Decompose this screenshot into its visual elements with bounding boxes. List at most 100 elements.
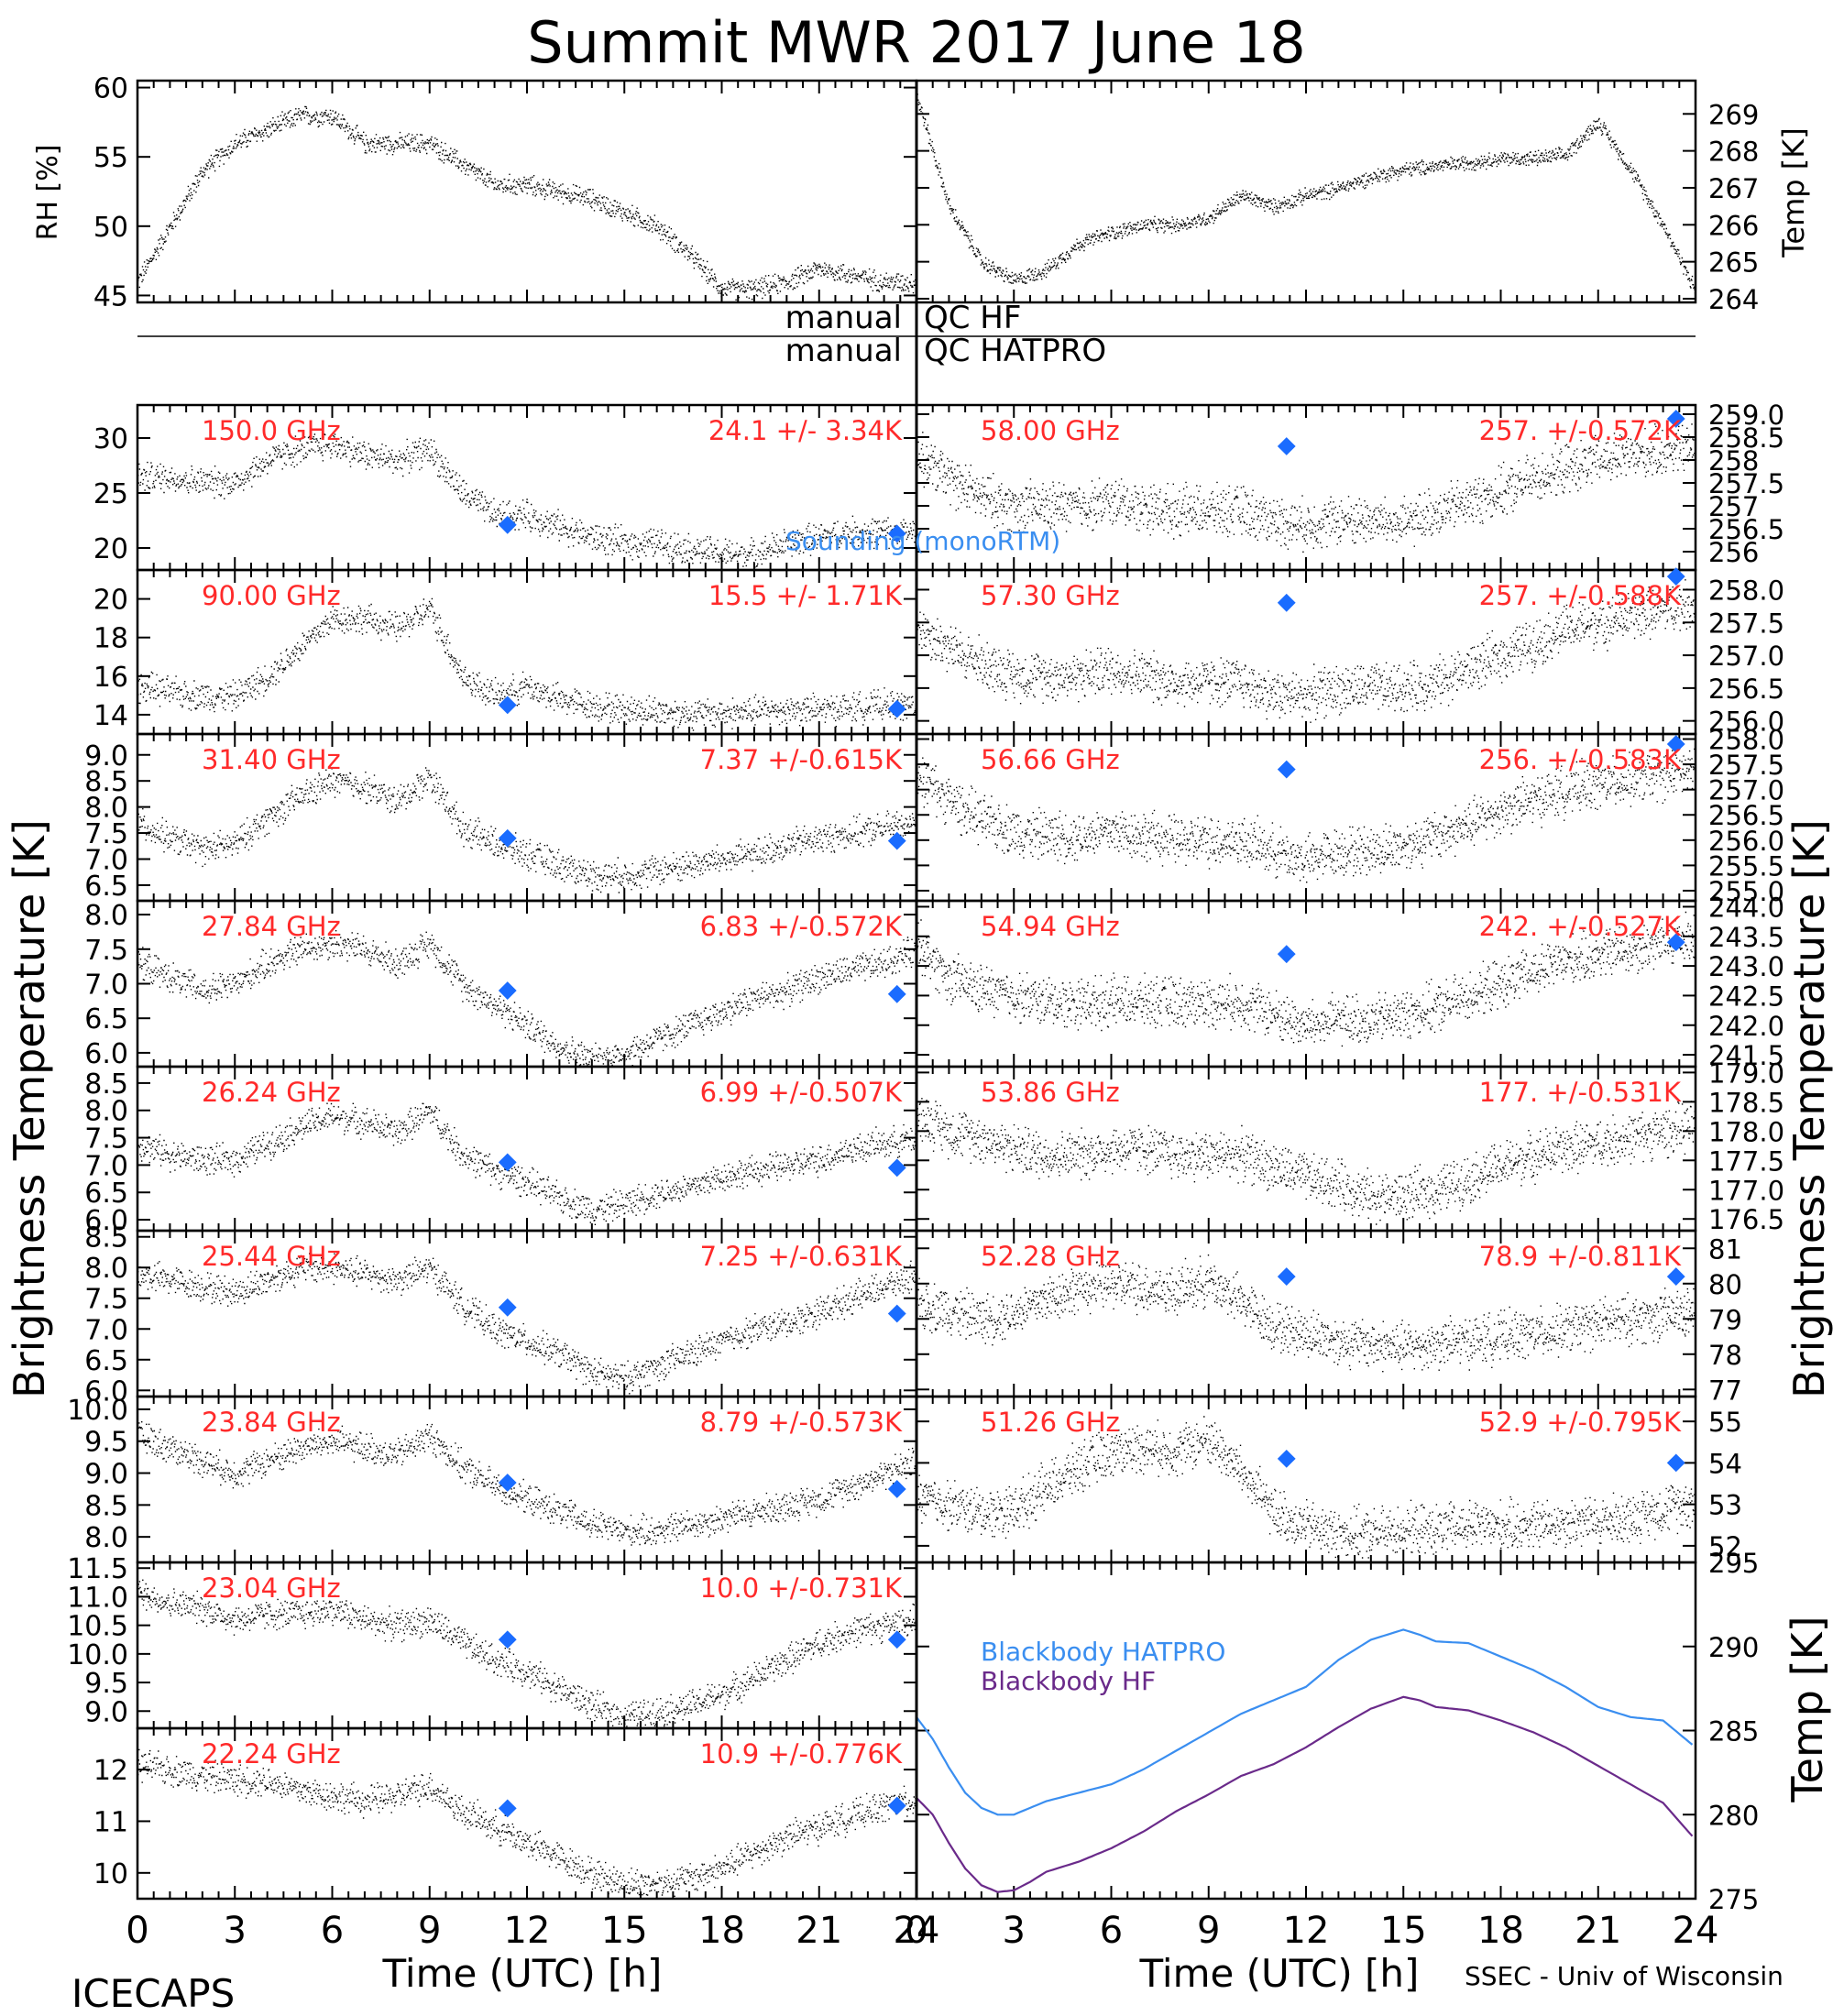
channel-label: 51.26 GHz xyxy=(981,1407,1120,1438)
channel-label: 57.30 GHz xyxy=(981,580,1120,611)
y-tick-label: 7.0 xyxy=(84,970,128,1002)
y-tick-label: 268 xyxy=(1708,137,1759,168)
panel-23.84: 8.08.59.09.510.0 23.84 GHz 8.79 +/-0.573K xyxy=(67,1395,918,1564)
x-tick-label-right: 24 xyxy=(1673,1910,1719,1952)
x-tick-label-left: 24 xyxy=(894,1910,940,1952)
qc-row2-left: manual xyxy=(785,333,902,369)
panel-frame xyxy=(915,79,1697,304)
sounding-marker xyxy=(1666,410,1685,428)
y-tick-label: 20 xyxy=(93,585,128,617)
y-tick-label: 11.0 xyxy=(67,1582,128,1614)
data-points xyxy=(137,1748,917,1900)
data-points xyxy=(137,1421,917,1546)
channel-label: 58.00 GHz xyxy=(981,415,1120,446)
y-tick-label: 285 xyxy=(1708,1716,1759,1748)
y-tick-label: 11.5 xyxy=(67,1553,128,1585)
channel-label: 23.84 GHz xyxy=(202,1407,341,1438)
channel-stats: 177. +/-0.531K xyxy=(1479,1077,1682,1108)
sounding-marker xyxy=(1277,593,1296,612)
sounding-marker xyxy=(1277,945,1296,964)
y-tick-label: 177.0 xyxy=(1708,1175,1784,1206)
panel-27.84: 6.06.57.07.58.0 27.84 GHz 6.83 +/-0.572K xyxy=(84,899,918,1070)
y-tick-label: 81 xyxy=(1708,1233,1742,1265)
channel-stats: 7.25 +/-0.631K xyxy=(700,1241,903,1272)
channel-label: 23.04 GHz xyxy=(202,1572,341,1604)
x-tick-label-left: 0 xyxy=(126,1910,148,1952)
y-tick-label: 178.0 xyxy=(1708,1116,1784,1147)
sounding-marker xyxy=(498,828,517,848)
y-tick-label: 266 xyxy=(1708,210,1759,241)
channel-stats: 10.0 +/-0.731K xyxy=(700,1572,903,1604)
y-tick-label: 7.0 xyxy=(84,845,128,877)
channel-label: 31.40 GHz xyxy=(202,744,341,775)
footer-left: ICECAPS xyxy=(71,1971,235,2016)
channel-stats: 15.5 +/- 1.71K xyxy=(708,580,903,611)
bb-legend: Blackbody HATPRO Blackbody HF xyxy=(981,1637,1225,1696)
y-tick-label: 45 xyxy=(93,280,128,312)
channel-label: 22.24 GHz xyxy=(202,1738,341,1769)
data-points xyxy=(137,433,917,571)
sounding-marker xyxy=(498,1474,517,1492)
y-tick-label: 10.0 xyxy=(67,1395,128,1427)
left-brightness-ylabel: Brightness Temperature [K] xyxy=(5,819,54,1398)
sounding-marker xyxy=(498,1153,517,1172)
data-points xyxy=(916,746,1696,883)
y-tick-label: 258.0 xyxy=(1708,725,1784,756)
y-tick-label: 78 xyxy=(1708,1340,1742,1371)
channel-stats: 7.37 +/-0.615K xyxy=(700,744,903,775)
sounding-marker xyxy=(1666,567,1685,586)
sounding-marker xyxy=(498,515,517,534)
channel-label: 90.00 GHz xyxy=(202,580,341,611)
sounding-marker xyxy=(1277,760,1296,779)
channel-label: 26.24 GHz xyxy=(202,1077,341,1108)
y-tick-label: 242.0 xyxy=(1708,1011,1784,1042)
y-tick-label: 9.5 xyxy=(84,1668,128,1700)
rh-ylabel: RH [%] xyxy=(32,145,64,241)
data-points xyxy=(916,1255,1696,1373)
y-tick-label: 80 xyxy=(1708,1269,1742,1300)
channel-label: 150.0 GHz xyxy=(202,415,341,446)
y-tick-label: 12 xyxy=(93,1755,128,1787)
bb-legend-hatpro: Blackbody HATPRO xyxy=(981,1637,1225,1667)
sounding-marker xyxy=(887,831,906,850)
channel-stats: 256. +/-0.583K xyxy=(1479,744,1682,775)
x-tick-label-right: 15 xyxy=(1380,1910,1427,1952)
y-tick-label: 8.0 xyxy=(84,793,128,825)
data-points xyxy=(137,930,917,1068)
x-tick-label-right: 18 xyxy=(1477,1910,1524,1952)
blackbody-ylabel: Temp [K] xyxy=(1783,1616,1832,1802)
y-tick-label: 6.0 xyxy=(84,1375,128,1408)
sounding-marker xyxy=(887,524,906,543)
y-tick-label: 8.5 xyxy=(84,1490,128,1522)
y-tick-label: 10 xyxy=(93,1858,128,1890)
channel-label: 27.84 GHz xyxy=(202,911,341,942)
qc-row1-left: manual xyxy=(785,300,902,336)
y-tick-label: 6.0 xyxy=(84,1038,128,1070)
channel-stats: 6.99 +/-0.507K xyxy=(700,1077,903,1108)
y-tick-label: 255.5 xyxy=(1708,850,1784,882)
sounding-marker xyxy=(498,696,517,715)
y-tick-label: 258 xyxy=(1708,445,1759,477)
panel-31.40: 6.57.07.58.08.59.0 31.40 GHz 7.37 +/-0.615… xyxy=(84,732,918,903)
y-tick-label: 295 xyxy=(1708,1548,1759,1579)
channel-label: 25.44 GHz xyxy=(202,1241,341,1272)
figure-title: Summit MWR 2017 June 18 xyxy=(527,9,1305,76)
y-tick-label: 255.0 xyxy=(1708,876,1784,907)
sounding-marker xyxy=(887,984,906,1003)
panel-90.00: 14 16 18 20 90.00 GHz 15.5 +/- 1.71K xyxy=(93,568,918,736)
x-tick-label-left: 12 xyxy=(504,1910,551,1952)
xlabel-right: Time (UTC) [h] xyxy=(1139,1951,1420,1996)
sounding-marker xyxy=(1666,1267,1685,1286)
panel-150.0: 20 25 30 150.0 GHz 24.1 +/- 3.34K xyxy=(93,403,918,572)
y-tick-label: 8.0 xyxy=(84,1522,128,1554)
y-tick-label: 10.5 xyxy=(67,1611,128,1643)
y-tick-label: 6.5 xyxy=(84,1178,128,1210)
data-points xyxy=(916,579,1696,723)
panel-temp: 264 265 266 267 268 269 xyxy=(915,79,1759,315)
y-tick-label: 179.0 xyxy=(1708,1057,1784,1089)
right-brightness-ylabel: Brightness Temperature [K] xyxy=(1784,819,1833,1398)
sounding-marker xyxy=(498,1298,517,1317)
y-tick-label: 7.0 xyxy=(84,1150,128,1182)
sounding-marker xyxy=(1666,933,1685,952)
